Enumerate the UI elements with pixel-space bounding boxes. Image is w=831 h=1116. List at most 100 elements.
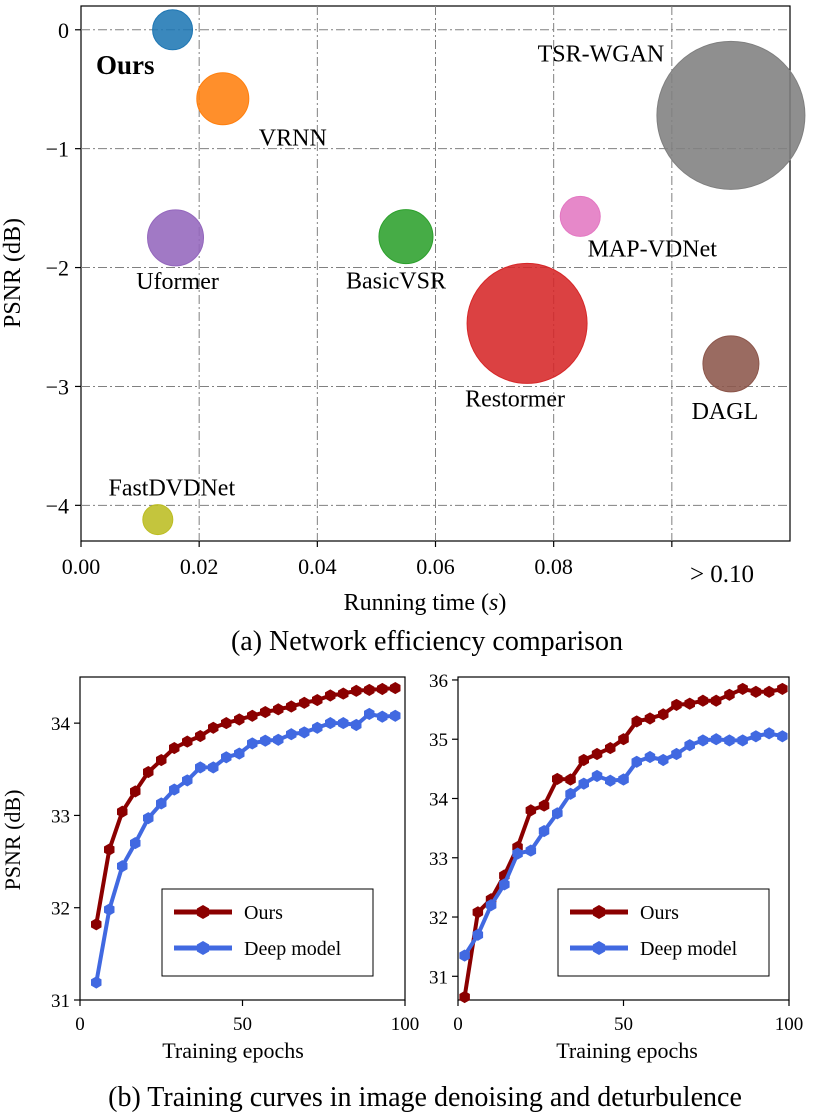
scatter-x-axis-label: Running time (s) — [344, 590, 507, 616]
denoising-training-curve-chart: 0 50 100 31 32 33 34 Training epochs PSNR (dB)… — [0, 676, 419, 1063]
efficiency-scatter-chart: 0.00 0.02 0.04 0.06 0.08 0 −1 −2 −3 −4 VRNN Uforme… — [0, 5, 806, 657]
deturbulence-y-tick-label: 36 — [429, 671, 448, 692]
denoising-x-tick-label: 0 — [75, 1014, 85, 1035]
deturbulence-marker — [684, 697, 695, 710]
denoising-legend-marker — [196, 905, 210, 919]
denoising-marker — [91, 976, 102, 989]
bubble-label-basicvsr: BasicVSR — [346, 269, 446, 295]
deturbulence-marker — [472, 906, 484, 919]
bubble-dagl — [702, 335, 760, 393]
denoising-marker — [377, 682, 388, 696]
denoising-marker — [312, 694, 323, 707]
scatter-y-axis-label: PSNR (dB) — [0, 218, 26, 328]
deturbulence-legend-marker — [592, 905, 606, 919]
denoising-marker — [221, 751, 232, 764]
deturbulence-marker — [618, 733, 629, 746]
denoising-marker — [247, 737, 258, 750]
deturbulence-x-axis-label: Training epochs — [556, 1038, 698, 1063]
deturbulence-ticks: 0 50 100 31 32 33 34 35 36 — [429, 671, 803, 1035]
deturbulence-marker — [763, 685, 775, 698]
deturbulence-marker — [591, 747, 603, 761]
denoising-marker — [143, 766, 154, 779]
deturbulence-marker — [697, 734, 709, 747]
denoising-marker — [234, 747, 245, 760]
scatter-y-tick-label: −2 — [46, 256, 69, 281]
deturbulence-marker — [499, 878, 510, 891]
deturbulence-marker — [777, 682, 788, 695]
denoising-marker — [351, 718, 362, 732]
deturbulence-series-deep-model — [459, 727, 788, 962]
denoising-marker — [364, 683, 375, 696]
bubble-uformer — [147, 209, 205, 267]
scatter-points — [142, 9, 806, 536]
deturbulence-marker — [671, 747, 682, 761]
caption-b: (b) Training curves in image denoising a… — [108, 1082, 742, 1113]
denoising-marker — [208, 721, 219, 734]
deturbulence-marker — [605, 774, 616, 787]
deturbulence-marker — [459, 949, 470, 962]
denoising-marker — [377, 710, 388, 723]
bubble-label-vrnn: VRNN — [259, 126, 327, 152]
denoising-marker — [338, 687, 349, 700]
deturbulence-marker — [737, 682, 748, 695]
deturbulence-marker — [459, 990, 470, 1004]
deturbulence-y-tick-label: 34 — [429, 789, 449, 810]
scatter-point-labels: VRNN Uformer BasicVSR MAP-VDNet Restormer TSR… — [108, 41, 758, 501]
denoising-series — [91, 682, 401, 989]
denoising-marker — [234, 713, 245, 726]
denoising-y-axis-label: PSNR (dB) — [0, 790, 25, 891]
denoising-ticks: 0 50 100 31 32 33 34 — [51, 714, 419, 1035]
denoising-series-deep-model — [91, 707, 401, 989]
deturbulence-y-tick-label: 31 — [429, 967, 448, 988]
deturbulence-training-curve-chart: 0 50 100 31 32 33 34 35 36 Training epochs Ours D… — [429, 671, 803, 1063]
denoising-marker — [169, 742, 180, 755]
deturbulence-marker — [512, 847, 523, 860]
denoising-marker — [104, 843, 115, 856]
deturbulence-legend-label: Deep model — [640, 938, 738, 960]
denoising-marker — [364, 707, 375, 720]
deturbulence-legend-marker — [592, 941, 606, 955]
deturbulence-marker — [724, 734, 735, 747]
deturbulence-marker — [578, 777, 589, 790]
denoising-legend-label: Ours — [244, 902, 283, 924]
deturbulence-marker — [710, 733, 722, 746]
deturbulence-marker — [763, 727, 775, 740]
denoising-marker — [390, 709, 401, 722]
denoising-marker — [325, 717, 336, 730]
denoising-x-tick-label: 100 — [391, 1014, 420, 1035]
deturbulence-x-tick-label: 100 — [775, 1014, 804, 1035]
denoising-marker — [286, 728, 297, 741]
deturbulence-legend-box — [557, 888, 770, 977]
deturbulence-marker — [552, 772, 563, 785]
deturbulence-series — [459, 682, 788, 1004]
deturbulence-marker — [538, 825, 550, 838]
denoising-marker — [156, 797, 167, 810]
bubble-label-map-vdnet: MAP-VDNet — [588, 236, 718, 262]
deturbulence-marker — [644, 750, 656, 764]
bubble-map-vdnet — [559, 195, 601, 237]
denoising-marker — [286, 700, 297, 713]
deturbulence-marker — [525, 804, 537, 817]
bubble-label-fastdvdnet: FastDVDNet — [108, 476, 235, 502]
denoising-y-tick-label: 31 — [51, 991, 70, 1012]
deturbulence-marker — [697, 694, 709, 707]
deturbulence-marker — [710, 694, 722, 707]
scatter-y-tick-label: −1 — [46, 137, 69, 162]
bubble-tsr-wgan — [656, 40, 806, 190]
deturbulence-marker — [737, 734, 748, 747]
denoising-marker — [195, 730, 206, 743]
scatter-ticks: 0.00 0.02 0.04 0.06 0.08 0 −1 −2 −3 −4 — [46, 18, 673, 579]
x-tick-label-over-0.10: > 0.10 — [690, 561, 754, 588]
deturbulence-x-tick-label: 0 — [453, 1014, 463, 1035]
denoising-marker — [338, 717, 349, 730]
bubble-ours — [152, 9, 194, 51]
deturbulence-marker — [605, 742, 616, 755]
bubble-label-tsr-wgan: TSR-WGAN — [538, 41, 665, 67]
scatter-x-tick-label: 0.08 — [534, 554, 573, 579]
deturbulence-marker — [591, 769, 603, 783]
ours-highlight-label: Ours — [96, 50, 155, 80]
scatter-y-tick-label: 0 — [58, 18, 69, 43]
deturbulence-marker — [644, 712, 656, 725]
deturbulence-marker — [631, 715, 642, 728]
